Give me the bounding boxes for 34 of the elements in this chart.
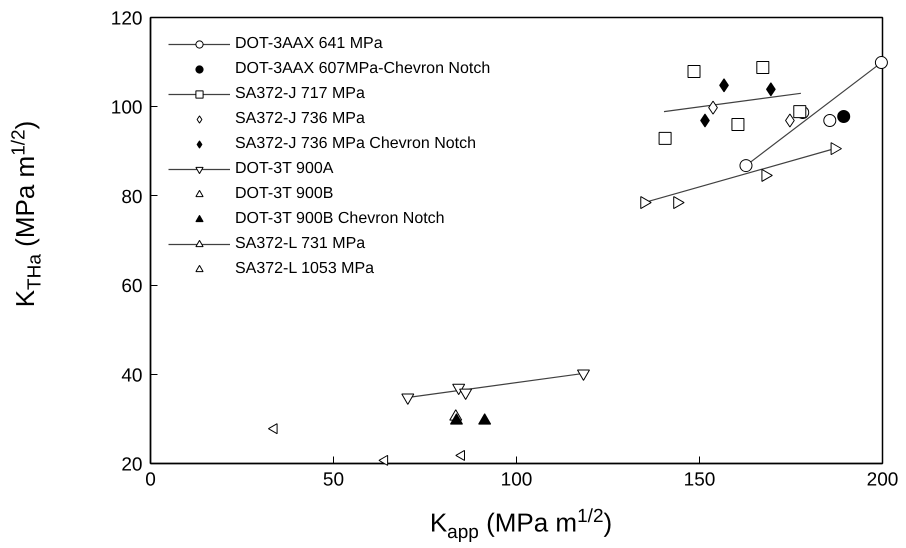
- legend-label: SA372-J 736 MPa Chevron Notch: [235, 135, 476, 153]
- x-axis-title: K$_{app}$ (MPa m$^{1/2}$): [430, 506, 612, 543]
- point: [455, 450, 465, 461]
- point: [837, 110, 850, 123]
- x-tick-label: 100: [500, 470, 532, 490]
- y-tick-label: 20: [121, 454, 143, 476]
- point: [756, 60, 770, 74]
- x-tick-label: 200: [866, 470, 898, 490]
- legend-label: SA372-J 717 MPa: [235, 85, 365, 103]
- y-tick-label: 80: [121, 186, 143, 208]
- point: [378, 454, 388, 466]
- y-tick-label: 40: [121, 365, 143, 386]
- point: [658, 132, 672, 145]
- legend-label: DOT-3T 900B: [235, 185, 334, 203]
- legend-label: SA372-L 731 MPa: [235, 235, 366, 253]
- point: [830, 142, 842, 156]
- legend-label: SA372-L 1053 MPa: [235, 260, 374, 278]
- legend-label: DOT-3AAX 641 MPa: [235, 35, 383, 53]
- point: [874, 56, 888, 70]
- point: [731, 118, 744, 132]
- y-tick-label: 120: [110, 8, 142, 30]
- legend-label: DOT-3AAX 607MPa-Chevron Notch: [235, 60, 490, 78]
- legend-label: DOT-3T 900B Chevron Notch: [235, 210, 445, 228]
- legend-label: DOT-3T 900A: [235, 160, 334, 178]
- x-tick-label: 0: [145, 470, 156, 490]
- y-tick-label: 60: [121, 276, 143, 298]
- legend-label: SA372-J 736 MPa: [235, 110, 365, 128]
- x-tick-label: 150: [684, 470, 716, 490]
- x-tick-label: 50: [322, 470, 344, 490]
- point: [793, 105, 806, 118]
- y-tick-label: 100: [110, 98, 142, 119]
- point: [823, 114, 836, 128]
- point: [739, 159, 752, 172]
- point: [268, 423, 278, 434]
